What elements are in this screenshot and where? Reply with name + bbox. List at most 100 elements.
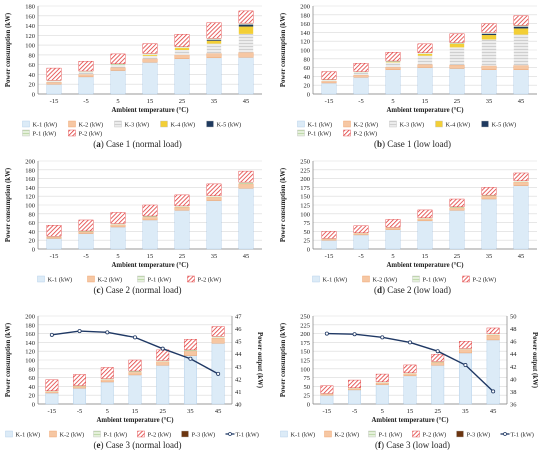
bar-segment bbox=[142, 62, 158, 95]
legend-swatch bbox=[93, 430, 101, 438]
bar-segment bbox=[46, 238, 62, 250]
bar-segment bbox=[513, 28, 529, 35]
y-tick-label: 100 bbox=[25, 203, 35, 210]
bar-segment bbox=[184, 349, 197, 352]
bar-segment bbox=[100, 381, 114, 405]
bar-segment bbox=[348, 379, 362, 389]
legend-label: K-3 (kW) bbox=[400, 122, 425, 129]
legend-swatch bbox=[114, 120, 122, 128]
bar-segment bbox=[142, 54, 158, 56]
t1-point bbox=[463, 363, 468, 368]
bar-segment bbox=[46, 67, 62, 81]
bar-segment bbox=[211, 326, 225, 337]
legend-swatch bbox=[68, 120, 76, 128]
bar-segment bbox=[46, 81, 62, 83]
bar-segment bbox=[46, 84, 62, 95]
bar-segment bbox=[321, 82, 337, 95]
y-tick-label: 50 bbox=[304, 384, 311, 391]
y-tick-label: 140 bbox=[25, 23, 35, 30]
legend-swatch bbox=[49, 430, 57, 438]
y-tick-label: 20 bbox=[29, 393, 36, 400]
x-tick-label: 35 bbox=[462, 408, 469, 415]
bar-segment bbox=[238, 23, 254, 25]
y-tick-label: 20 bbox=[304, 83, 311, 90]
bar-segment bbox=[486, 333, 500, 336]
bar-segment bbox=[211, 336, 225, 338]
bar-segment bbox=[353, 74, 369, 78]
bar-segment bbox=[513, 185, 529, 250]
bar-segment bbox=[431, 354, 445, 362]
legend-swatch bbox=[68, 129, 76, 137]
panel-caption: (e) Case 3 (normal load) bbox=[94, 440, 182, 450]
legend-label: K-1 (kW) bbox=[16, 432, 41, 439]
y2-tick-label: 42 bbox=[510, 364, 517, 371]
bar-segment bbox=[174, 194, 190, 207]
bar-segment bbox=[174, 205, 190, 208]
legend-swatch bbox=[389, 120, 397, 128]
legend-swatch bbox=[160, 120, 168, 128]
y-tick-label: 80 bbox=[304, 56, 311, 63]
y-tick-label: 180 bbox=[25, 4, 35, 11]
bar-segment bbox=[206, 53, 222, 59]
bar-segment bbox=[206, 40, 222, 44]
y-tick-label: 75 bbox=[304, 375, 311, 382]
y-tick-label: 125 bbox=[300, 203, 310, 210]
y-tick-label: 180 bbox=[300, 12, 310, 19]
bar-segment bbox=[348, 387, 361, 389]
bar-segment bbox=[417, 67, 433, 95]
y-tick-label: 40 bbox=[29, 384, 36, 391]
bar-segment bbox=[321, 80, 337, 82]
t1-point bbox=[407, 340, 412, 345]
legend-label: K-5 (kW) bbox=[217, 122, 242, 129]
x-axis-title: Ambient temperature (°C) bbox=[97, 417, 174, 424]
y-axis-title: Power consumption (kW) bbox=[280, 323, 287, 397]
bar-segment bbox=[110, 224, 126, 228]
bar-segment bbox=[128, 371, 142, 373]
bar-segment bbox=[100, 379, 114, 383]
bar-segment bbox=[513, 26, 529, 29]
x-tick-label: 15 bbox=[407, 408, 414, 415]
bar-segment bbox=[385, 229, 401, 250]
legend-label: K-2 (kW) bbox=[98, 277, 123, 284]
bar-segment bbox=[78, 231, 94, 234]
bar-segment bbox=[385, 52, 401, 62]
bar-segment bbox=[353, 63, 369, 72]
bar-segment bbox=[78, 76, 94, 95]
y2-tick-label: 43 bbox=[235, 364, 242, 371]
legend-swatch bbox=[181, 430, 189, 438]
bar-segment bbox=[110, 67, 126, 71]
bar-segment bbox=[403, 375, 417, 405]
bar-segment bbox=[431, 361, 444, 363]
legend-swatch bbox=[324, 430, 332, 438]
y2-tick-label: 45 bbox=[235, 339, 242, 346]
bar-segment bbox=[431, 365, 445, 405]
bar-segment bbox=[348, 388, 362, 391]
bar-segment bbox=[458, 349, 472, 354]
legend-swatch bbox=[22, 120, 30, 128]
legend-label: P-2 (kW) bbox=[198, 277, 222, 284]
y-tick-label: 25 bbox=[304, 238, 311, 245]
y-tick-label: 120 bbox=[25, 33, 35, 40]
bar-segment bbox=[385, 219, 401, 228]
bar-segment bbox=[385, 62, 401, 68]
legend-label: K-1 (kW) bbox=[323, 277, 348, 284]
bar-segment bbox=[73, 374, 87, 386]
bar-segment bbox=[128, 359, 142, 372]
y-axis-title: Power consumption (kW) bbox=[280, 168, 287, 242]
legend-swatch bbox=[87, 275, 95, 283]
bar-segment bbox=[385, 69, 401, 95]
y-tick-label: 20 bbox=[29, 82, 36, 89]
bar-segment bbox=[238, 188, 254, 250]
legend-swatch-dot bbox=[503, 432, 507, 436]
bar-segment bbox=[481, 196, 497, 200]
t1-point bbox=[324, 331, 329, 336]
bar-segment bbox=[46, 80, 62, 82]
bar-segment bbox=[403, 372, 417, 374]
bar-segment bbox=[353, 225, 369, 234]
legend-swatch bbox=[456, 430, 464, 438]
y-tick-label: 250 bbox=[300, 314, 310, 321]
bar-segment bbox=[238, 182, 254, 184]
t1-point bbox=[105, 330, 110, 335]
x-tick-label: 15 bbox=[147, 253, 154, 260]
